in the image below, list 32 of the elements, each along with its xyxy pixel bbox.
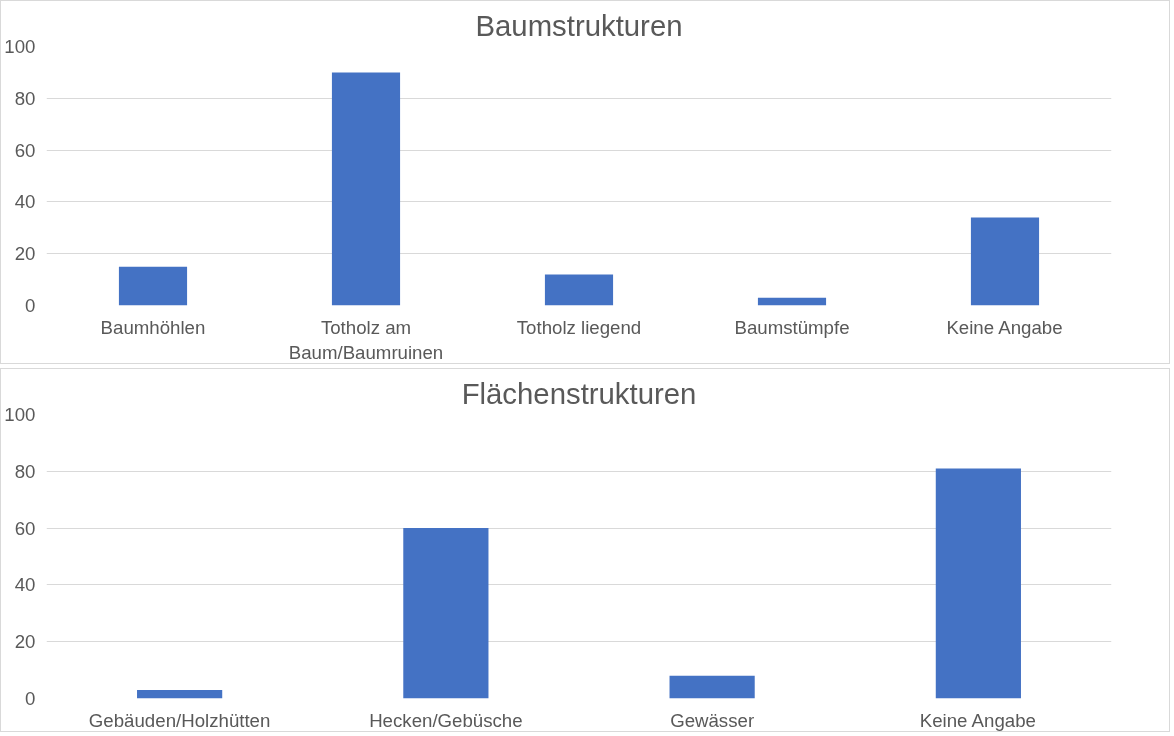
x-tick-label: Totholz liegend: [516, 316, 642, 338]
y-tick-label: 100: [4, 404, 36, 425]
x-tick-label: Keine Angabe: [946, 316, 1063, 338]
y-tick-label: 20: [14, 631, 36, 653]
x-tick-label: Baumhöhlen: [100, 316, 206, 338]
chart-title: Flächenstrukturen: [461, 376, 697, 410]
x-tick-label: Gewässer: [670, 709, 755, 731]
x-tick-label: Keine Angabe: [919, 709, 1036, 731]
bar: [544, 274, 614, 306]
y-tick-label: 20: [14, 243, 36, 265]
x-tick-label: Baumstümpfe: [734, 316, 850, 338]
chart-title: Baumstrukturen: [475, 8, 683, 42]
y-tick-label: 0: [25, 688, 36, 709]
bar: [118, 266, 188, 306]
bar: [403, 528, 489, 699]
y-tick-label: 80: [14, 87, 36, 109]
y-tick-label: 60: [14, 517, 36, 539]
y-tick-label: 0: [25, 295, 36, 316]
bar: [137, 689, 223, 699]
bar: [331, 72, 401, 306]
y-tick-label: 40: [14, 191, 36, 213]
x-tick-label: Hecken/Gebüsche: [369, 709, 523, 731]
x-tick-label: Gebäuden/Holzhütten: [88, 709, 271, 731]
y-tick-label: 80: [14, 460, 36, 482]
y-tick-label: 40: [14, 574, 36, 596]
y-tick-label: 100: [4, 36, 36, 57]
x-tick-label: Totholz am Baum/Baumruinen: [288, 316, 444, 363]
bar: [669, 675, 755, 699]
bar: [935, 468, 1021, 699]
bar: [970, 217, 1040, 306]
bar: [757, 297, 827, 306]
y-tick-label: 60: [14, 139, 36, 161]
